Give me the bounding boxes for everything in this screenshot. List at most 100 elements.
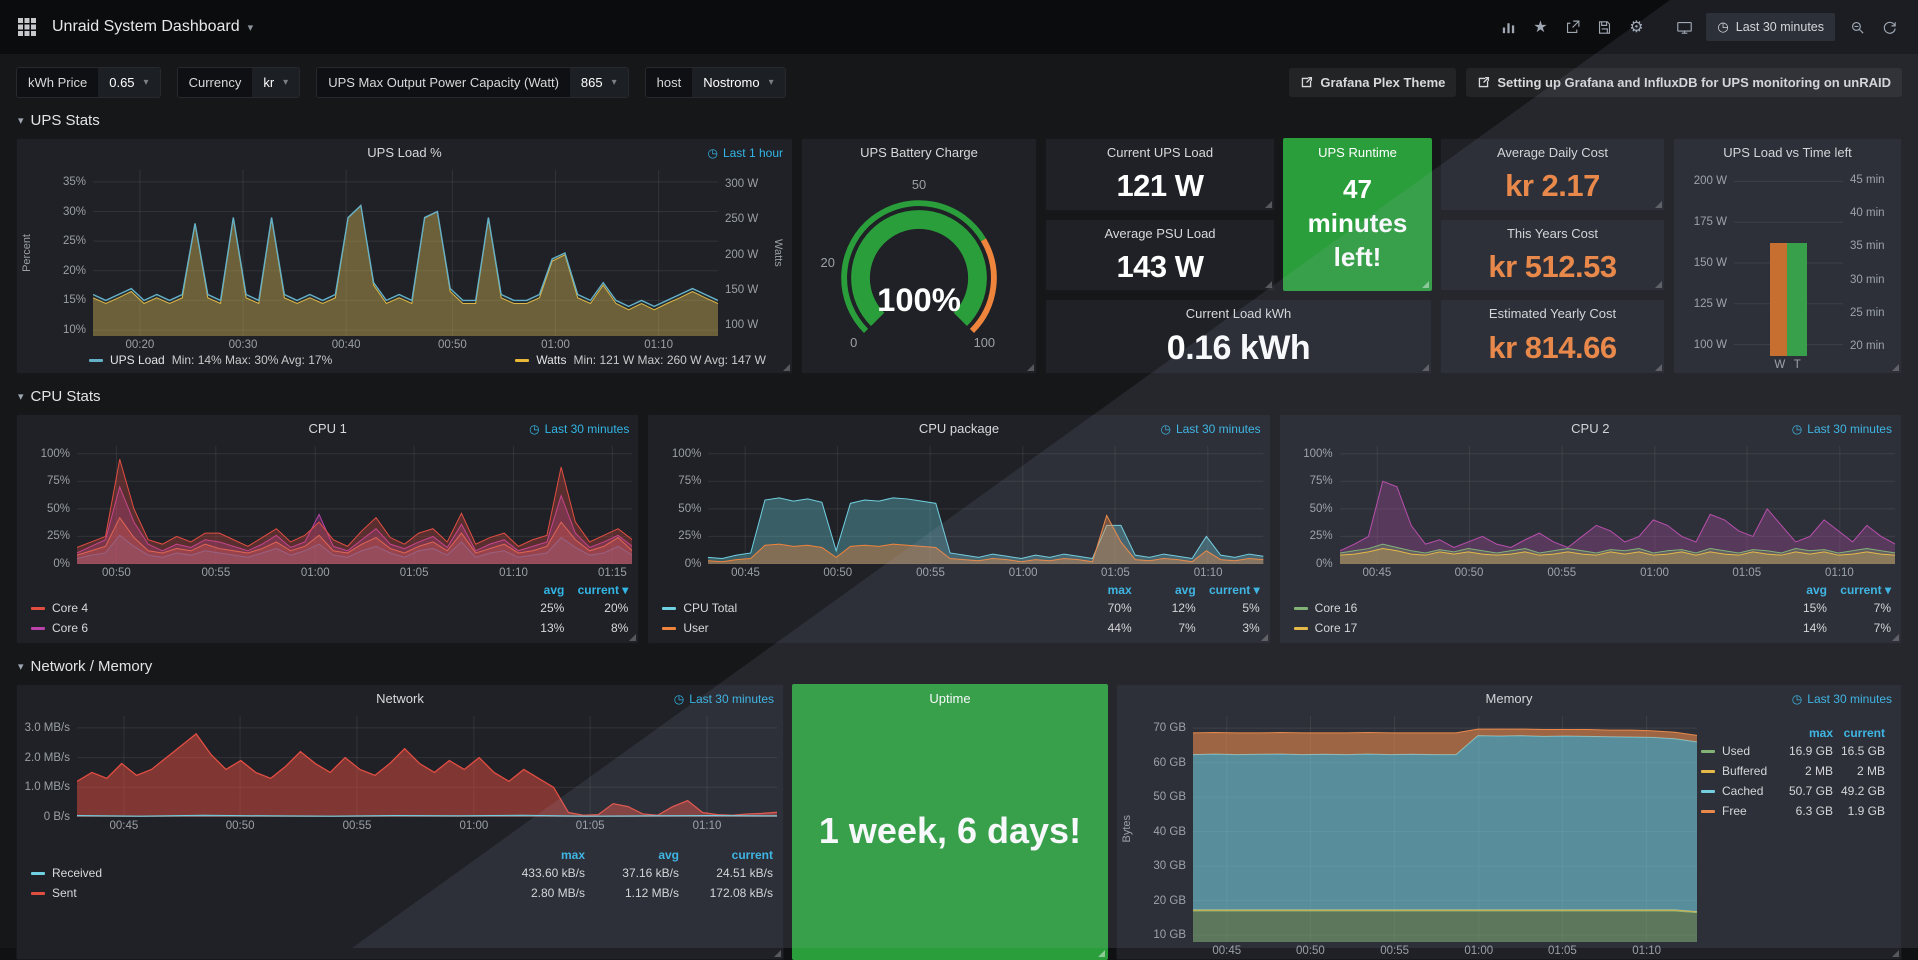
panel-title-bar[interactable]: Average PSU Load — [1046, 220, 1274, 247]
graph-area: 100% 75% 50% 25% 0% 00:45 00:50 00:55 01:00 01:0… — [648, 442, 1269, 581]
x-tick: 01:00 — [1640, 567, 1669, 579]
panel-title-bar[interactable]: UPS Battery Charge — [802, 139, 1036, 166]
x-tick: 00:50 — [102, 567, 131, 579]
legend-column-header[interactable]: avg — [1806, 582, 1827, 597]
y-tick: 50% — [46, 502, 70, 515]
plot-area[interactable] — [1734, 170, 1843, 356]
link-grafana-plex-theme[interactable]: Grafana Plex Theme — [1289, 68, 1457, 97]
x-tick: 01:05 — [399, 567, 429, 579]
plot-area[interactable] — [708, 446, 1264, 564]
legend-row[interactable]: Received 433.60 kB/s 37.16 kB/s 24.51 kB/s — [31, 863, 773, 883]
series-color-dash — [31, 871, 45, 875]
save-icon[interactable] — [1589, 12, 1619, 42]
panel-time-override[interactable]: ◷ Last 30 minutes — [1792, 692, 1892, 706]
legend-column-header[interactable]: max — [1808, 725, 1833, 740]
legend-row[interactable]: Free 6.3 GB 1.9 GB — [1701, 801, 1885, 821]
legend-series-name: Received — [31, 866, 491, 880]
panel-title-bar[interactable]: Network ◷ Last 30 minutes — [17, 685, 783, 712]
panel-time-override[interactable]: ◷ Last 30 minutes — [1160, 422, 1260, 436]
panel-title-bar[interactable]: UPS Load vs Time left — [1674, 139, 1901, 166]
tv-view-mode-icon[interactable] — [1669, 12, 1699, 42]
plot-area[interactable] — [77, 446, 633, 564]
legend-item[interactable]: Watts Min: 121 W Max: 260 W Avg: 147 W — [515, 353, 766, 367]
legend-column-header[interactable]: max — [560, 847, 585, 862]
legend-row[interactable]: Core 16 15% 7% — [1293, 598, 1891, 618]
add-panel-icon[interactable] — [1493, 12, 1523, 42]
dashboard-grid-icon[interactable] — [14, 14, 40, 40]
panel-title-bar[interactable]: This Years Cost — [1441, 220, 1664, 247]
legend-column-header[interactable]: current ▾ — [1840, 582, 1891, 597]
panel-time-override[interactable]: ◷ Last 30 minutes — [1792, 422, 1892, 436]
plot-area[interactable] — [1339, 446, 1895, 564]
panel-title-bar[interactable]: UPS Load % ◷ Last 1 hour — [17, 139, 792, 166]
dashboard-title[interactable]: Unraid System Dashboard ▾ — [52, 18, 253, 36]
panel-time-override[interactable]: ◷ Last 30 minutes — [674, 692, 774, 706]
y-tick: 75% — [1309, 475, 1333, 488]
legend-column-header[interactable]: current — [731, 847, 773, 862]
plot-area[interactable] — [77, 716, 777, 817]
variable-ups-max-output[interactable]: UPS Max Output Power Capacity (Watt) 865… — [316, 67, 629, 98]
panel-time-override[interactable]: ◷ Last 1 hour — [707, 146, 783, 160]
refresh-icon[interactable] — [1874, 12, 1904, 42]
legend-series-name: Sent — [31, 886, 491, 900]
y-tick: 20% — [62, 264, 86, 277]
panel-title-bar[interactable]: Memory ◷ Last 30 minutes — [1117, 685, 1901, 712]
x-tick: 00:55 — [201, 567, 231, 579]
legend-column-header[interactable]: avg — [543, 582, 565, 597]
variable-currency[interactable]: Currency kr ▾ — [176, 67, 301, 98]
y-tick: 0% — [684, 558, 702, 570]
legend-row[interactable]: User 44% 7% 3% — [662, 618, 1260, 638]
section-ups-stats[interactable]: ▾ UPS Stats — [18, 112, 1902, 129]
y-tick: 2.0 MB/s — [24, 751, 70, 764]
section-network-memory[interactable]: ▾ Network / Memory — [18, 658, 1902, 675]
legend-column-header[interactable]: current ▾ — [577, 582, 629, 597]
legend-row[interactable]: Core 17 14% 7% — [1293, 618, 1891, 638]
panel-title-bar[interactable]: UPS Runtime — [1284, 139, 1431, 166]
legend-value: 2.80 MB/s — [530, 886, 585, 900]
y-tick: 150 W — [725, 284, 759, 297]
legend-row[interactable]: Used 16.9 GB 16.5 GB — [1701, 741, 1885, 761]
panel-title-bar[interactable]: CPU 2 ◷ Last 30 minutes — [1280, 415, 1901, 442]
panel-title-bar[interactable]: CPU package ◷ Last 30 minutes — [648, 415, 1269, 442]
legend-row[interactable]: Core 6 13% 8% — [31, 618, 628, 638]
zoom-out-icon[interactable] — [1842, 12, 1872, 42]
time-range-picker[interactable]: ◷ Last 30 minutes — [1706, 13, 1835, 41]
variable-kwh-price[interactable]: kWh Price 0.65 ▾ — [16, 67, 161, 98]
variable-host[interactable]: host Nostromo ▾ — [644, 67, 786, 98]
share-icon[interactable] — [1557, 12, 1587, 42]
section-cpu-stats[interactable]: ▾ CPU Stats — [18, 388, 1902, 405]
legend-value: 8% — [610, 621, 629, 635]
star-icon[interactable]: ★ — [1533, 19, 1548, 36]
legend-column-header[interactable]: current ▾ — [1208, 582, 1260, 597]
panel-title-bar[interactable]: Average Daily Cost — [1441, 139, 1664, 166]
panel-title-bar[interactable]: Current Load kWh — [1046, 300, 1431, 327]
panel-title-bar[interactable]: Estimated Yearly Cost — [1441, 300, 1664, 327]
legend-item[interactable]: UPS Load Min: 14% Max: 30% Avg: 17% — [89, 353, 332, 367]
legend-row[interactable]: Buffered 2 MB 2 MB — [1701, 761, 1885, 781]
legend-row[interactable]: Sent 2.80 MB/s 1.12 MB/s 172.08 kB/s — [31, 883, 773, 903]
legend-column-header[interactable]: avg — [658, 847, 679, 862]
panel-time-override[interactable]: ◷ Last 30 minutes — [529, 422, 629, 436]
link-ups-monitoring-guide[interactable]: Setting up Grafana and InfluxDB for UPS … — [1466, 68, 1902, 97]
plot-area[interactable] — [1193, 716, 1697, 942]
legend-column-header[interactable]: avg — [1174, 582, 1196, 597]
panel-title: UPS Load % — [367, 145, 442, 160]
legend-series-name: Buffered — [1701, 764, 1781, 778]
legend-column-header[interactable]: current — [1843, 725, 1885, 740]
legend-column-header[interactable]: max — [1107, 582, 1132, 597]
settings-gear-icon[interactable]: ⚙ — [1629, 19, 1644, 36]
y-tick: 50 GB — [1153, 791, 1186, 804]
clock-icon: ◷ — [1160, 421, 1171, 436]
panel-title-bar[interactable]: Current UPS Load — [1046, 139, 1274, 166]
panel-title-bar[interactable]: CPU 1 ◷ Last 30 minutes — [17, 415, 638, 442]
y-axis-unit-left: Percent — [21, 234, 33, 272]
chevron-down-icon: ▾ — [18, 115, 24, 127]
legend-row[interactable]: Cached 50.7 GB 49.2 GB — [1701, 781, 1885, 801]
legend-value: 25% — [540, 601, 565, 615]
plot-area[interactable] — [93, 170, 718, 336]
time-override-label: Last 1 hour — [722, 145, 783, 160]
panel-title-bar[interactable]: Uptime — [793, 685, 1107, 712]
legend-row[interactable]: Core 4 25% 20% — [31, 598, 628, 618]
legend-row[interactable]: CPU Total 70% 12% 5% — [662, 598, 1260, 618]
